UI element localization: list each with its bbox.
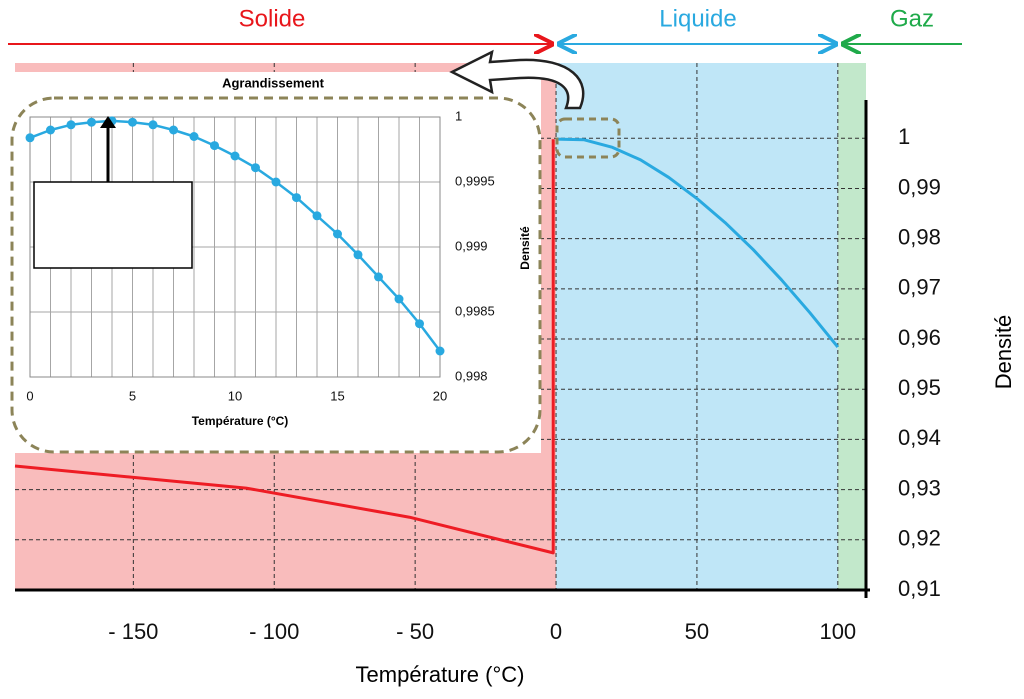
y-tick-label: 0,94 — [898, 425, 941, 450]
region-label: Solide — [239, 5, 306, 32]
point — [46, 125, 55, 135]
zoom-arrow — [449, 49, 585, 110]
y-tick-label: 1 — [455, 108, 462, 123]
y-tick-label: 0,96 — [898, 325, 941, 350]
point — [415, 319, 424, 329]
y-tick-label: 0,95 — [898, 375, 941, 400]
decorations — [8, 44, 962, 454]
point — [25, 133, 35, 143]
y-tick-label: 0,99 — [898, 174, 941, 199]
line-series — [555, 137, 839, 349]
point — [189, 132, 199, 141]
y-tick-label: 0,998 — [455, 368, 488, 383]
x-tick-label: 50 — [685, 619, 709, 644]
point — [230, 151, 240, 161]
y-tick-label: 0,92 — [898, 526, 941, 551]
x-tick-label: - 50 — [396, 619, 434, 644]
point — [435, 346, 445, 356]
y-tick-label: 0,999 — [455, 238, 488, 253]
chart-title: Agrandissement — [222, 75, 325, 90]
y-axis-label: Densité — [518, 226, 532, 270]
point — [374, 272, 383, 282]
plot-frame — [29, 116, 441, 378]
region — [837, 63, 866, 590]
x-tick-label: 5 — [129, 388, 136, 403]
point — [148, 120, 158, 130]
y-tick-label: 0,91 — [898, 576, 941, 601]
x-tick-label: 0 — [26, 388, 33, 403]
point — [353, 250, 363, 260]
point — [394, 294, 404, 304]
x-tick-label: 20 — [433, 388, 447, 403]
x-tick-label: 100 — [819, 619, 856, 644]
annotation-box — [33, 181, 193, 269]
point — [128, 117, 137, 127]
annotation-arrowhead — [100, 116, 116, 128]
x-tick-label: 10 — [228, 388, 242, 403]
point — [210, 141, 219, 151]
point — [292, 193, 301, 203]
y-tick-label: 0,98 — [898, 224, 941, 249]
point — [66, 120, 76, 130]
line-series — [14, 139, 555, 555]
point — [169, 125, 178, 135]
region-label: Liquide — [659, 5, 736, 32]
y-tick-label: 0,97 — [898, 275, 941, 300]
region-label: Gaz — [890, 5, 934, 32]
x-tick-label: 0 — [550, 619, 562, 644]
y-axis-label: Densité — [991, 315, 1016, 390]
point — [312, 211, 322, 221]
y-tick-label: 1 — [898, 124, 910, 149]
x-tick-label: 15 — [330, 388, 344, 403]
y-tick-label: 0,93 — [898, 475, 941, 500]
point — [87, 117, 96, 127]
x-axis-label: Température (°C) — [192, 414, 289, 428]
x-tick-label: - 100 — [249, 619, 299, 644]
zoom-frame — [10, 96, 542, 454]
y-tick-label: 0,9995 — [455, 173, 495, 188]
x-axis-label: Température (°C) — [356, 662, 525, 687]
point — [333, 229, 342, 239]
zoom-source-frame — [555, 117, 621, 159]
y-tick-label: 0,9985 — [455, 303, 495, 318]
point — [271, 177, 281, 187]
point — [251, 163, 260, 173]
x-tick-label: - 150 — [108, 619, 158, 644]
